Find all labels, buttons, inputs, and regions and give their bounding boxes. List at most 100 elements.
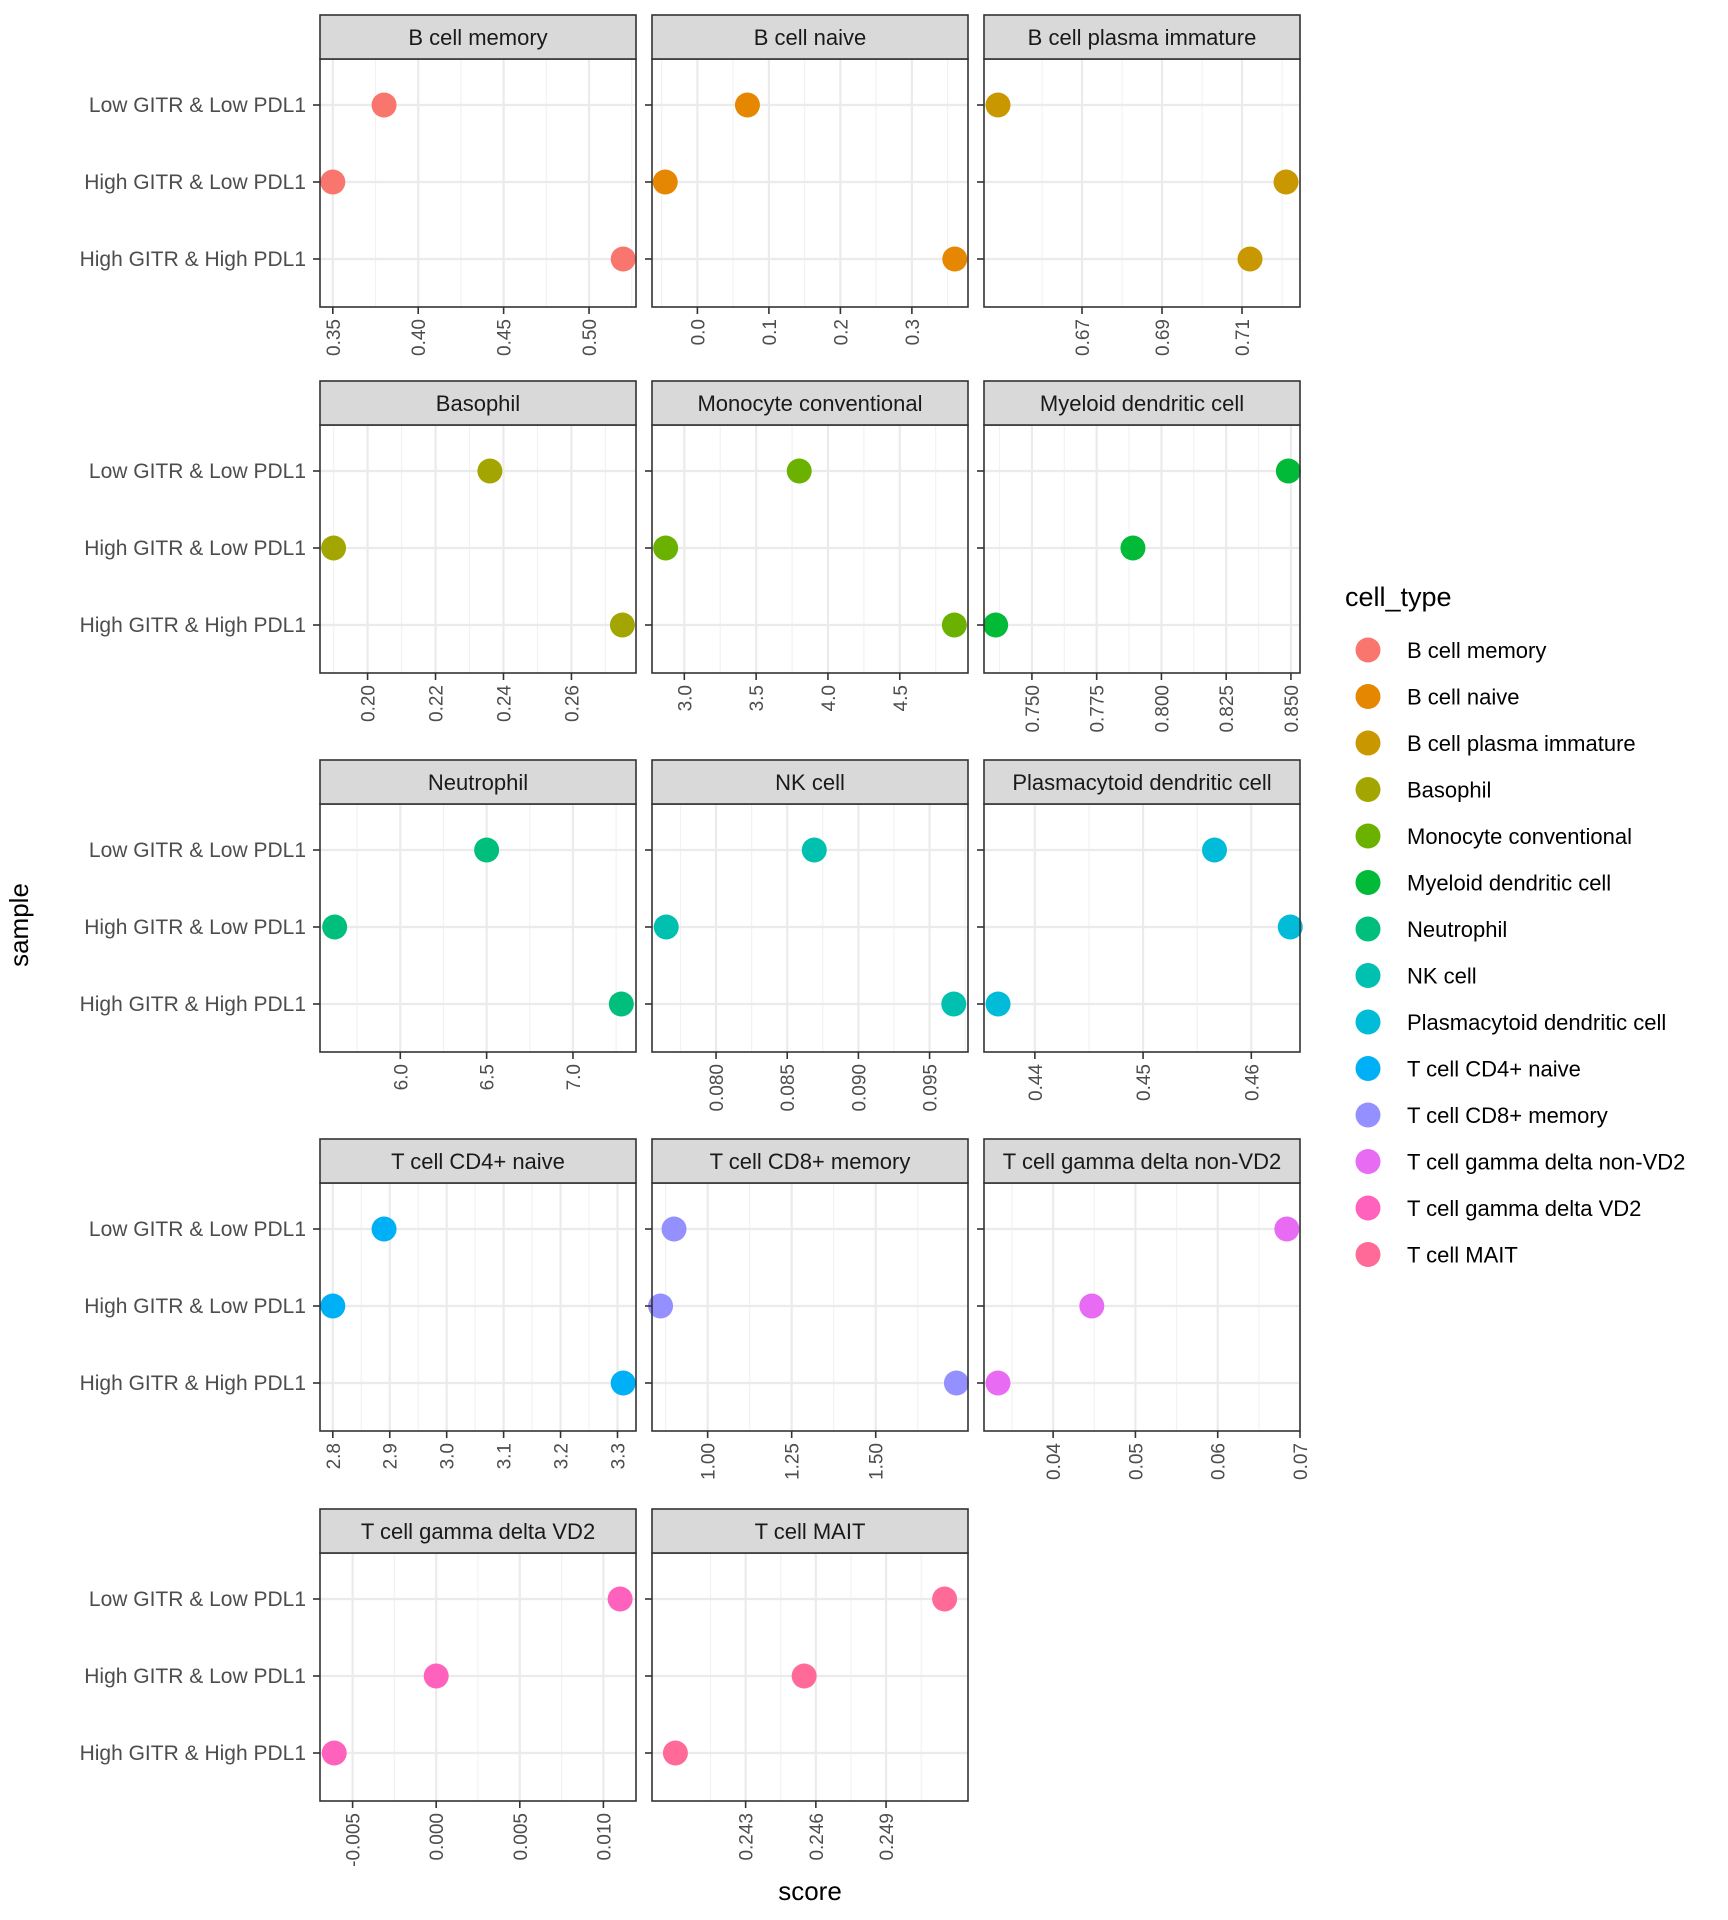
data-point-b-cell-plasma-immature-high-gitr-low-pdl1	[1273, 169, 1299, 195]
x-tick-label: 7.0	[564, 1064, 585, 1090]
data-point-basophil-high-gitr-low-pdl1	[321, 535, 347, 561]
data-point-b-cell-memory-high-gitr-high-pdl1	[610, 246, 636, 272]
x-axis-title: score	[778, 1876, 842, 1906]
x-tick-label: 3.1	[495, 1443, 516, 1469]
legend-label: B cell naive	[1407, 685, 1520, 710]
panel-title: NK cell	[775, 770, 845, 795]
data-point-t-cell-cd4-naive-low-gitr-low-pdl1	[371, 1216, 397, 1242]
y-tick-label: Low GITR & Low PDL1	[89, 1588, 306, 1611]
panel-t-cell-gamma-delta-non-vd2: T cell gamma delta non-VD2 0.04 0.05 0.06 0.…	[977, 1138, 1312, 1480]
panel-strip	[651, 380, 969, 426]
panel-strip	[651, 14, 969, 60]
panel-title: B cell naive	[754, 25, 867, 50]
x-tick-label: 6.5	[478, 1064, 499, 1090]
y-tick-label: Low GITR & Low PDL1	[89, 460, 306, 483]
y-axis-title: sample	[4, 883, 34, 967]
data-point-plasmacytoid-dendritic-cell-high-gitr-low-pdl1	[1277, 914, 1303, 940]
legend-key	[1355, 637, 1381, 663]
legend-label: T cell gamma delta non-VD2	[1407, 1150, 1685, 1175]
panel-title: T cell CD8+ memory	[710, 1149, 911, 1174]
legend-entry-b-cell-naive: B cell naive	[1355, 684, 1520, 710]
data-point-t-cell-gamma-delta-vd2-low-gitr-low-pdl1	[607, 1586, 633, 1612]
x-tick-label: 0.246	[807, 1813, 828, 1861]
data-point-myeloid-dendritic-cell-high-gitr-low-pdl1	[1120, 535, 1146, 561]
x-tick-label: 0.44	[1026, 1064, 1047, 1101]
data-point-t-cell-gamma-delta-non-vd2-low-gitr-low-pdl1	[1274, 1216, 1300, 1242]
x-tick-label: 0.06	[1209, 1443, 1230, 1480]
x-tick-label: 0.07	[1291, 1443, 1312, 1480]
x-tick-label: 0.71	[1233, 319, 1254, 356]
panel-strip	[651, 759, 969, 805]
data-point-t-cell-cd8-memory-high-gitr-high-pdl1	[943, 1370, 969, 1396]
panel-strip	[983, 14, 1301, 60]
x-tick-label: 0.750	[1023, 685, 1044, 733]
legend-key	[1355, 730, 1381, 756]
legend-entry-b-cell-memory: B cell memory	[1355, 637, 1546, 663]
data-point-t-cell-cd8-memory-high-gitr-low-pdl1	[648, 1293, 674, 1319]
y-tick-label: High GITR & Low PDL1	[84, 916, 306, 939]
x-tick-label: 0.04	[1044, 1443, 1065, 1480]
data-point-b-cell-plasma-immature-low-gitr-low-pdl1	[985, 92, 1011, 118]
legend-label: Neutrophil	[1407, 917, 1507, 942]
panel-monocyte-conventional: Monocyte conventional 3.0 3.5 4.0 4.5	[645, 380, 969, 711]
legend-entry-t-cell-mait: T cell MAIT	[1355, 1242, 1518, 1268]
legend-key	[1355, 1149, 1381, 1174]
panel-title: T cell MAIT	[755, 1519, 866, 1544]
x-tick-label: 0.825	[1217, 685, 1238, 733]
data-point-nk-cell-low-gitr-low-pdl1	[801, 837, 827, 863]
data-point-b-cell-memory-high-gitr-low-pdl1	[320, 169, 346, 195]
data-point-neutrophil-high-gitr-high-pdl1	[608, 991, 634, 1017]
y-tick-label: High GITR & High PDL1	[80, 993, 306, 1016]
legend-key	[1355, 777, 1381, 802]
y-tick-label: High GITR & Low PDL1	[84, 1665, 306, 1688]
panel-plasmacytoid-dendritic-cell: Plasmacytoid dendritic cell 0.44 0.45 0.46	[977, 759, 1303, 1101]
panel-strip	[983, 759, 1301, 805]
legend-entry-t-cell-cd4-naive: T cell CD4+ naive	[1355, 1056, 1581, 1082]
x-tick-label: 0.67	[1073, 319, 1094, 356]
panel-title: Monocyte conventional	[697, 391, 922, 416]
data-point-plasmacytoid-dendritic-cell-high-gitr-high-pdl1	[985, 991, 1011, 1017]
panel-title: Plasmacytoid dendritic cell	[1012, 770, 1271, 795]
legend-label: Plasmacytoid dendritic cell	[1407, 1010, 1666, 1035]
legend-entry-plasmacytoid-dendritic-cell: Plasmacytoid dendritic cell	[1355, 1009, 1666, 1035]
panel-b-cell-plasma-immature: B cell plasma immature 0.67 0.69 0.71	[977, 14, 1301, 356]
panel-title: Basophil	[436, 391, 520, 416]
data-point-t-cell-gamma-delta-vd2-high-gitr-low-pdl1	[423, 1663, 449, 1689]
y-tick-label: High GITR & Low PDL1	[84, 171, 306, 194]
data-point-t-cell-mait-high-gitr-high-pdl1	[662, 1740, 688, 1766]
legend-entry-myeloid-dendritic-cell: Myeloid dendritic cell	[1355, 870, 1611, 896]
legend-key	[1355, 963, 1381, 988]
legend-label: T cell CD4+ naive	[1407, 1057, 1581, 1082]
data-point-t-cell-gamma-delta-vd2-high-gitr-high-pdl1	[321, 1740, 347, 1766]
x-tick-label: 0.35	[324, 319, 345, 356]
legend-entry-monocyte-conventional: Monocyte conventional	[1355, 823, 1632, 849]
x-tick-label: 4.0	[819, 685, 840, 711]
data-point-nk-cell-high-gitr-high-pdl1	[941, 991, 967, 1017]
legend-label: Monocyte conventional	[1407, 824, 1632, 849]
panel-nk-cell: NK cell 0.080 0.085 0.090 0.095	[645, 759, 969, 1112]
panel-strip	[983, 1138, 1301, 1184]
x-tick-label: 0.26	[562, 685, 583, 722]
x-tick-label: 2.8	[324, 1443, 345, 1469]
x-tick-label: 0.50	[580, 319, 601, 356]
x-tick-label: 0.24	[494, 685, 515, 722]
x-tick-label: 0.080	[707, 1064, 728, 1112]
x-tick-label: 3.5	[747, 685, 768, 711]
x-tick-label: 0.45	[1134, 1064, 1155, 1101]
x-tick-label: 0.3	[903, 319, 924, 345]
x-tick-label: 3.0	[675, 685, 696, 711]
x-tick-label: 0.800	[1152, 685, 1173, 733]
x-tick-label: 0.22	[427, 685, 448, 722]
legend-entry-nk-cell: NK cell	[1355, 963, 1477, 989]
x-tick-label: 0.0	[688, 319, 709, 345]
legend-label: T cell gamma delta VD2	[1407, 1196, 1641, 1221]
panel-strip	[651, 1138, 969, 1184]
x-tick-label: 0.05	[1126, 1443, 1147, 1480]
legend-label: Myeloid dendritic cell	[1407, 871, 1611, 896]
legend-label: B cell plasma immature	[1407, 731, 1636, 756]
y-tick-label: High GITR & High PDL1	[80, 614, 306, 637]
facet-panels: B cell memory 0.35 0.40 0.45 0.50 Low GITR & …	[80, 14, 1312, 1867]
panel-b-cell-memory: B cell memory 0.35 0.40 0.45 0.50 Low GITR & …	[80, 14, 637, 356]
legend-entry-t-cell-gamma-delta-vd2: T cell gamma delta VD2	[1355, 1195, 1641, 1221]
